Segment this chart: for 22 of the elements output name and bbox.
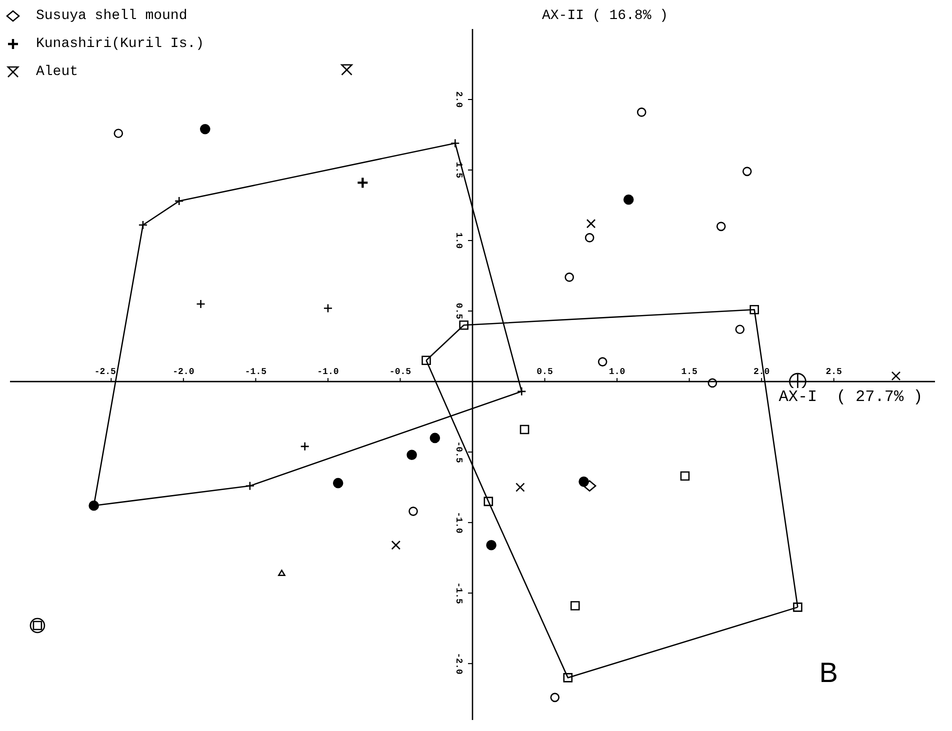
legend-label: Kunashiri(Kuril Is.) bbox=[36, 36, 204, 52]
y-axis-title: AX-II ( 16.8% ) bbox=[542, 8, 668, 24]
y-tick-label: 2.0 bbox=[454, 91, 464, 108]
x-tick-label: -1.5 bbox=[244, 367, 267, 378]
y-tick-label: 1.0 bbox=[454, 232, 464, 249]
x-tick-label: -0.5 bbox=[389, 367, 412, 378]
legend-label: Aleut bbox=[36, 64, 78, 80]
y-tick-label: -0.5 bbox=[454, 441, 464, 463]
x-tick-label: -2.0 bbox=[172, 367, 194, 378]
legend-label: Susuya shell mound bbox=[36, 8, 188, 24]
y-tick-label: 0.5 bbox=[454, 302, 464, 320]
x-tick-label: -2.5 bbox=[94, 367, 116, 378]
x-axis-title: AX-I ( 27.7% ) bbox=[778, 388, 923, 406]
y-tick-label: -1.0 bbox=[454, 512, 464, 534]
annotation: B bbox=[819, 657, 838, 690]
y-tick-label: -1.5 bbox=[454, 582, 464, 604]
x-tick-label: -1.0 bbox=[317, 367, 339, 378]
y-tick-label: -2.0 bbox=[454, 652, 464, 674]
x-tick-label: 0.5 bbox=[536, 367, 553, 378]
x-tick-label: 1.0 bbox=[608, 367, 626, 378]
x-tick-label: 2.5 bbox=[826, 367, 842, 378]
x-tick-label: 1.5 bbox=[681, 367, 698, 378]
